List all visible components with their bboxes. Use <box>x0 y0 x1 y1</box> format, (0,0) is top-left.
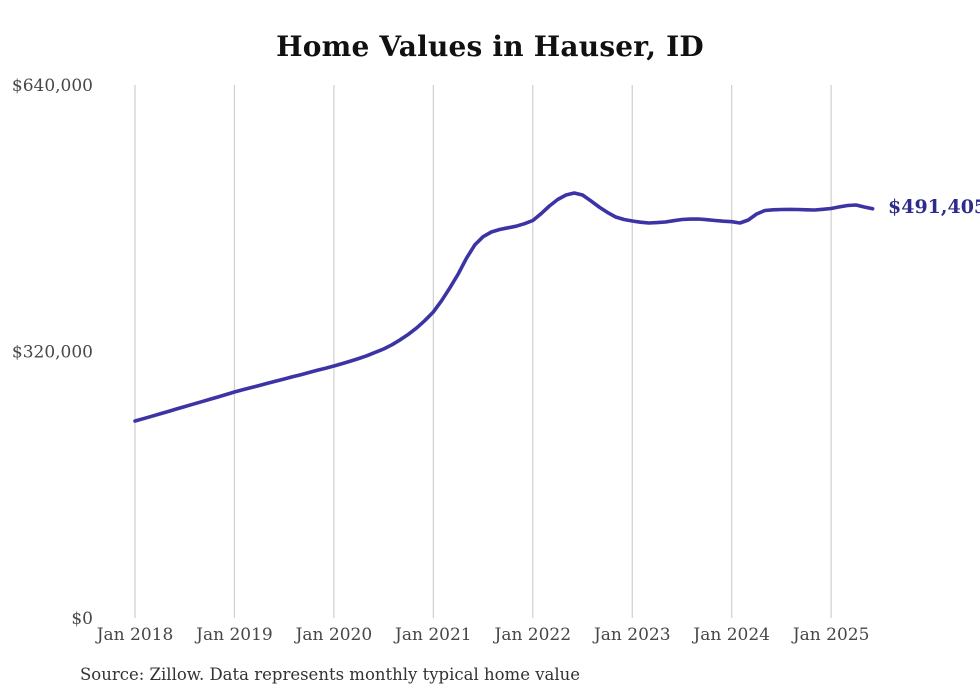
latest-value-label: $491,405 <box>888 196 980 218</box>
x-tick-label: Jan 2019 <box>194 625 273 645</box>
source-note: Source: Zillow. Data represents monthly … <box>80 665 581 684</box>
y-tick-label: $320,000 <box>12 343 93 363</box>
x-tick-label: Jan 2025 <box>791 625 870 645</box>
x-tick-label: Jan 2024 <box>691 625 770 645</box>
chart-title: Home Values in Hauser, ID <box>276 30 704 63</box>
y-tick-label: $0 <box>71 609 93 629</box>
y-tick-label: $640,000 <box>12 76 93 96</box>
x-tick-label: Jan 2022 <box>493 625 572 645</box>
gridlines <box>134 85 832 618</box>
x-axis-labels: Jan 2018 Jan 2019 Jan 2020 Jan 2021 Jan 2022… <box>95 625 870 645</box>
x-tick-label: Jan 2020 <box>294 625 373 645</box>
y-axis-labels: $0 $320,000 $640,000 <box>12 76 93 629</box>
x-tick-label: Jan 2018 <box>95 625 174 645</box>
x-tick-label: Jan 2023 <box>592 625 671 645</box>
x-tick-label: Jan 2021 <box>393 625 472 645</box>
value-line <box>133 191 875 423</box>
